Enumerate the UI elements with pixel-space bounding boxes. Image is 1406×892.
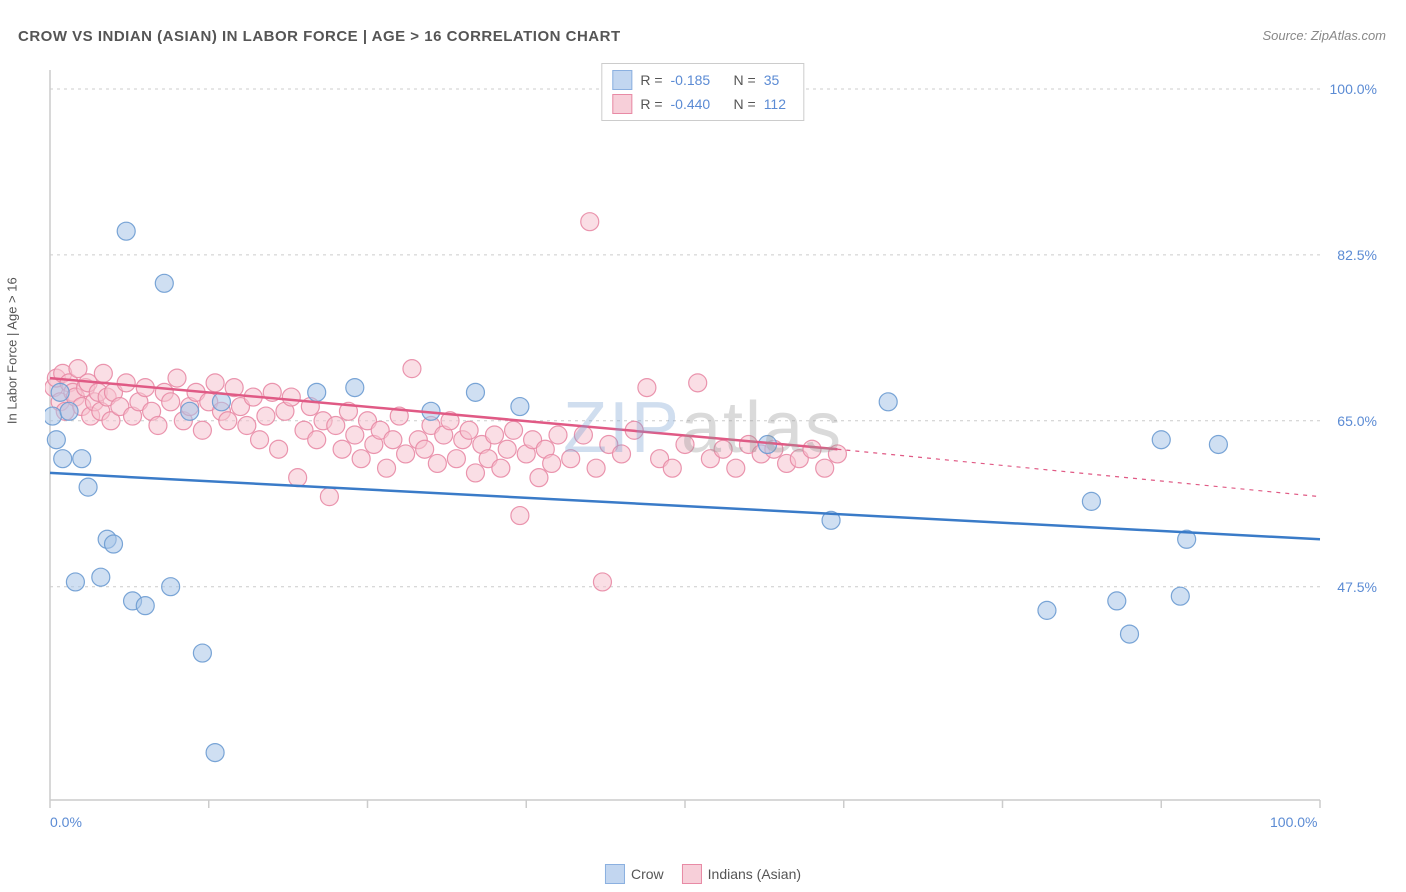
correlation-legend: R = -0.185 N = 35 R = -0.440 N = 112	[601, 63, 804, 121]
legend-n-value: 112	[764, 96, 794, 112]
y-tick-label: 47.5%	[1337, 579, 1377, 595]
legend-item: Crow	[605, 864, 664, 884]
source-label: Source: ZipAtlas.com	[1262, 28, 1386, 43]
legend-item-label: Indians (Asian)	[708, 866, 801, 882]
legend-n-label: N =	[734, 96, 756, 112]
legend-item: Indians (Asian)	[682, 864, 801, 884]
legend-n-label: N =	[734, 72, 756, 88]
legend-corr-row: R = -0.185 N = 35	[612, 68, 793, 92]
x-tick-label: 0.0%	[50, 814, 82, 830]
legend-swatch	[682, 864, 702, 884]
legend-r-label: R =	[640, 72, 662, 88]
legend-item-label: Crow	[631, 866, 664, 882]
y-tick-label: 82.5%	[1337, 247, 1377, 263]
series-legend: Crow Indians (Asian)	[605, 864, 801, 884]
chart-title: CROW VS INDIAN (ASIAN) IN LABOR FORCE | …	[18, 28, 621, 45]
legend-swatch	[612, 70, 632, 90]
legend-corr-row: R = -0.440 N = 112	[612, 92, 793, 116]
scatter-svg	[45, 60, 1385, 840]
legend-r-value: -0.185	[671, 72, 726, 88]
y-axis-label: In Labor Force | Age > 16	[5, 277, 20, 424]
y-tick-label: 100.0%	[1330, 81, 1377, 97]
legend-n-value: 35	[764, 72, 794, 88]
y-tick-label: 65.0%	[1337, 413, 1377, 429]
x-tick-label: 100.0%	[1270, 814, 1317, 830]
legend-r-label: R =	[640, 96, 662, 112]
legend-swatch	[612, 94, 632, 114]
legend-r-value: -0.440	[671, 96, 726, 112]
plot-area: 47.5% 65.0% 82.5% 100.0% 0.0% 100.0%	[45, 60, 1385, 840]
legend-swatch	[605, 864, 625, 884]
